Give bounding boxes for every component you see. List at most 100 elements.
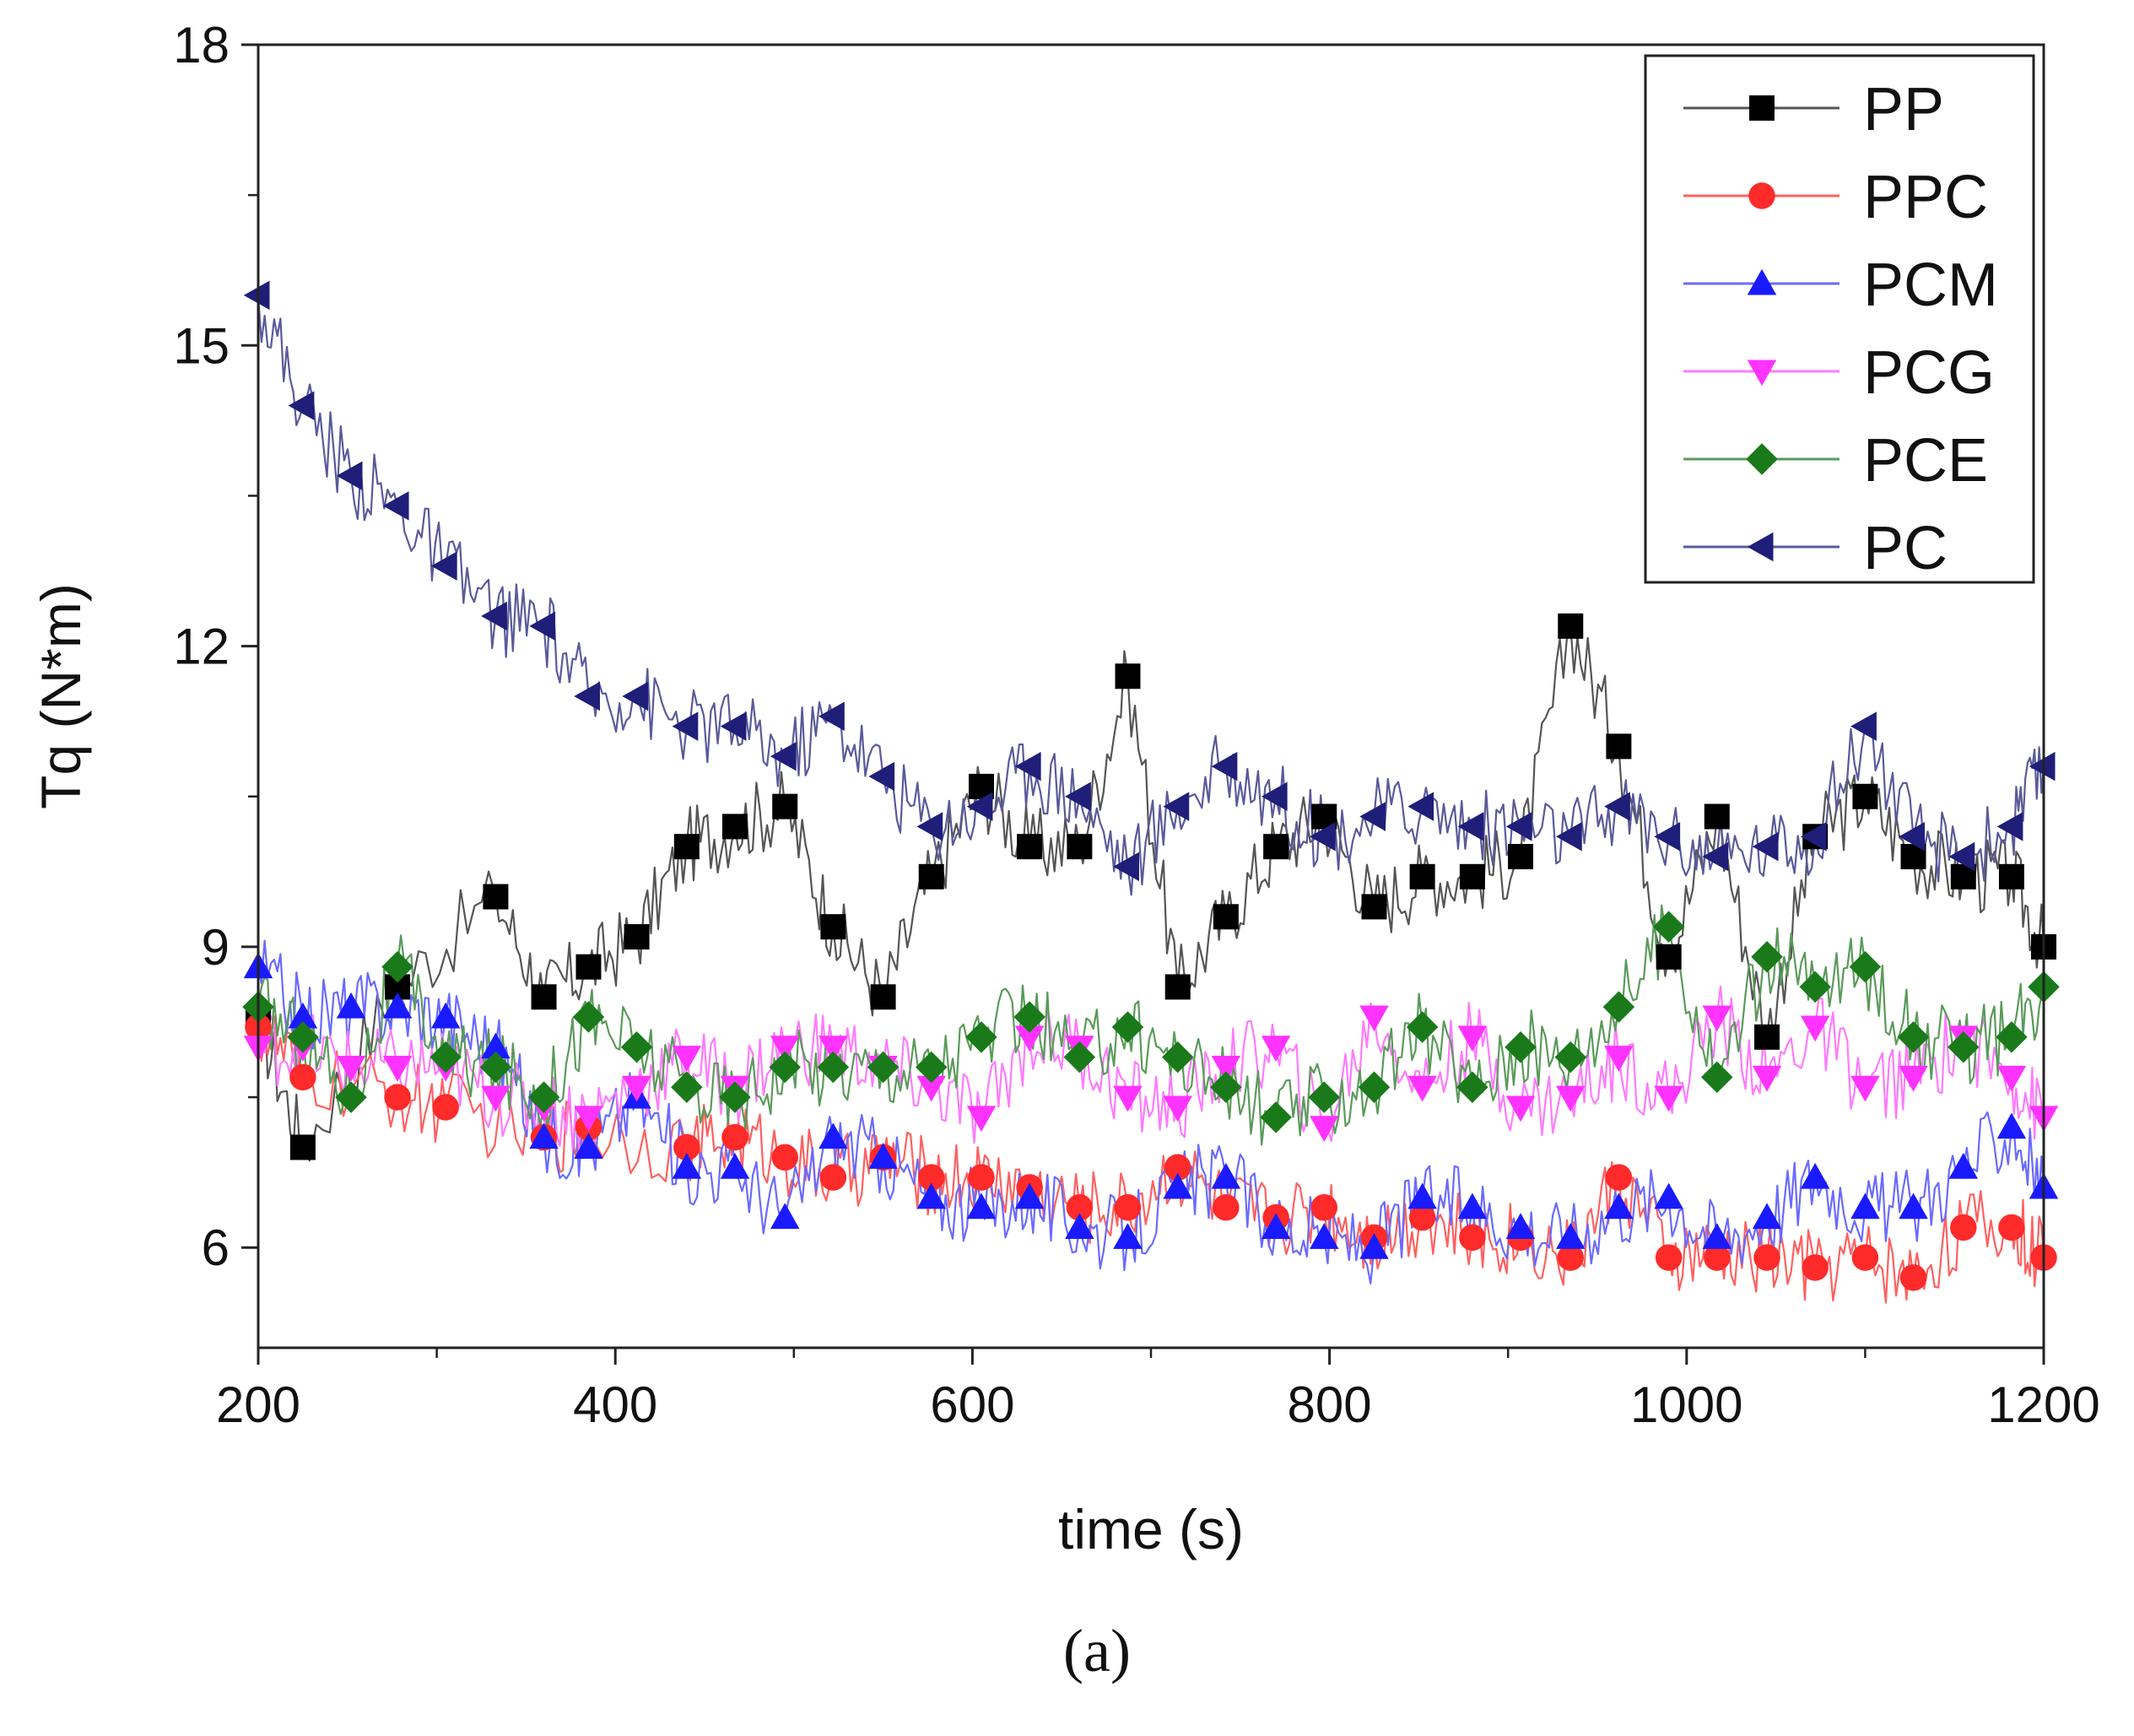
point-ppc-28 bbox=[1753, 1244, 1780, 1271]
y-tick-label-12: 12 bbox=[173, 619, 230, 675]
point-pp-25 bbox=[1558, 613, 1584, 639]
point-ppc-11 bbox=[917, 1164, 945, 1191]
point-pce-19 bbox=[1161, 1041, 1194, 1074]
legend-label-pce: PCE bbox=[1863, 427, 1988, 495]
point-pcg-31 bbox=[1752, 1065, 1782, 1092]
point-pcg-26 bbox=[1505, 1095, 1536, 1122]
point-pc-12 bbox=[818, 701, 845, 732]
point-pcg-29 bbox=[1654, 1085, 1683, 1112]
point-pce-4 bbox=[430, 1041, 462, 1074]
point-pc-4 bbox=[430, 551, 457, 581]
point-pce-13 bbox=[867, 1051, 900, 1084]
point-pcg-7 bbox=[574, 1106, 603, 1133]
point-ppc-17 bbox=[1213, 1193, 1240, 1221]
point-pcm-24 bbox=[1407, 1182, 1437, 1209]
point-ppc-15 bbox=[1114, 1193, 1142, 1221]
point-pcm-34 bbox=[1899, 1192, 1928, 1220]
point-pcg-16 bbox=[1014, 1025, 1045, 1052]
point-pcm-21 bbox=[1261, 1213, 1291, 1239]
point-pp-6 bbox=[624, 924, 650, 950]
point-pcg-9 bbox=[672, 1046, 702, 1072]
point-pcm-18 bbox=[1113, 1223, 1143, 1249]
point-pc-30 bbox=[1702, 841, 1729, 872]
point-pce-30 bbox=[1701, 1061, 1733, 1094]
point-pp-34 bbox=[1998, 863, 2024, 890]
point-pcm-27 bbox=[1556, 1223, 1586, 1249]
point-pce-22 bbox=[1308, 1081, 1341, 1113]
point-pcm-2 bbox=[336, 992, 366, 1019]
point-pcg-28 bbox=[1604, 1046, 1634, 1072]
point-pp-17 bbox=[1164, 974, 1191, 1000]
point-pcg-12 bbox=[818, 1036, 848, 1062]
point-pcm-29 bbox=[1654, 1182, 1683, 1209]
point-pcg-36 bbox=[1996, 1065, 2027, 1092]
y-tick-label-9: 9 bbox=[202, 919, 230, 976]
point-pp-27 bbox=[1656, 944, 1682, 970]
x-axis: 200 400 600 800 1000 1200 bbox=[216, 1348, 2100, 1433]
point-ppc-29 bbox=[1802, 1254, 1829, 1281]
point-pp-12 bbox=[918, 863, 944, 890]
point-pp-7 bbox=[673, 834, 700, 860]
point-pp-22 bbox=[1409, 863, 1435, 890]
point-ppc-24 bbox=[1557, 1244, 1585, 1271]
point-pp-18 bbox=[1213, 904, 1239, 930]
point-ppc-1 bbox=[289, 1063, 316, 1091]
point-pcm-1 bbox=[288, 1002, 318, 1029]
series-line-pc bbox=[257, 295, 2045, 896]
point-pcg-23 bbox=[1359, 1005, 1389, 1032]
point-ppc-7 bbox=[721, 1123, 748, 1151]
point-pc-5 bbox=[481, 601, 507, 631]
point-pp-9 bbox=[772, 793, 798, 819]
point-pcg-25 bbox=[1457, 1025, 1488, 1052]
point-pc-28 bbox=[1604, 792, 1630, 821]
point-pcm-5 bbox=[481, 1032, 511, 1059]
point-pcm-35 bbox=[1948, 1152, 1979, 1179]
point-pp-26 bbox=[1606, 733, 1632, 760]
point-ppc-33 bbox=[1998, 1214, 2025, 1241]
point-pcm-36 bbox=[1996, 1112, 2027, 1139]
point-pp-3 bbox=[483, 884, 509, 910]
point-pcg-2 bbox=[336, 1055, 366, 1082]
legend: PP PPC PCM PCG PCE PC bbox=[1644, 54, 2035, 584]
x-axis-title: time (s) bbox=[1058, 1498, 1244, 1560]
point-ppc-2 bbox=[384, 1084, 411, 1111]
point-pcm-23 bbox=[1359, 1232, 1389, 1259]
point-pp-23 bbox=[1459, 863, 1485, 890]
x-tick-label-200: 200 bbox=[216, 1376, 300, 1433]
point-pcm-4 bbox=[430, 1002, 461, 1029]
point-pce-34 bbox=[1897, 1021, 1930, 1053]
point-ppc-9 bbox=[819, 1164, 847, 1191]
legend-marker-pce bbox=[1746, 443, 1778, 475]
x-tick-label-600: 600 bbox=[930, 1376, 1014, 1433]
point-pp-4 bbox=[531, 984, 557, 1010]
point-pc-11 bbox=[770, 742, 797, 771]
point-pcg-34 bbox=[1899, 1065, 1928, 1092]
series-markers bbox=[242, 280, 2060, 1291]
point-pc-9 bbox=[672, 711, 699, 741]
point-pc-34 bbox=[1899, 822, 1926, 852]
point-pcg-32 bbox=[1800, 1015, 1830, 1042]
point-pce-18 bbox=[1111, 1011, 1144, 1043]
point-pp-19 bbox=[1263, 834, 1289, 860]
point-pcm-3 bbox=[382, 992, 413, 1019]
y-tick-label-18: 18 bbox=[173, 17, 230, 73]
point-pc-24 bbox=[1407, 792, 1434, 821]
legend-marker-pp bbox=[1749, 95, 1775, 121]
point-ppc-32 bbox=[1950, 1214, 1977, 1241]
point-pcm-33 bbox=[1850, 1192, 1880, 1220]
point-pc-33 bbox=[1850, 711, 1877, 741]
point-pc-10 bbox=[720, 711, 747, 741]
x-tick-label-1000: 1000 bbox=[1630, 1376, 1742, 1433]
point-pcg-21 bbox=[1261, 1036, 1291, 1062]
point-pce-5 bbox=[479, 1051, 512, 1084]
point-pcm-28 bbox=[1604, 1192, 1634, 1220]
point-pc-29 bbox=[1654, 822, 1681, 852]
point-pce-27 bbox=[1554, 1041, 1587, 1074]
point-pcg-14 bbox=[916, 1075, 946, 1102]
point-pc-37 bbox=[2029, 751, 2056, 781]
point-pc-32 bbox=[1800, 822, 1827, 852]
point-pcm-31 bbox=[1752, 1203, 1782, 1230]
point-pce-6 bbox=[527, 1081, 560, 1113]
point-ppc-21 bbox=[1408, 1203, 1436, 1231]
y-axis: 6 9 12 15 18 bbox=[173, 17, 258, 1276]
